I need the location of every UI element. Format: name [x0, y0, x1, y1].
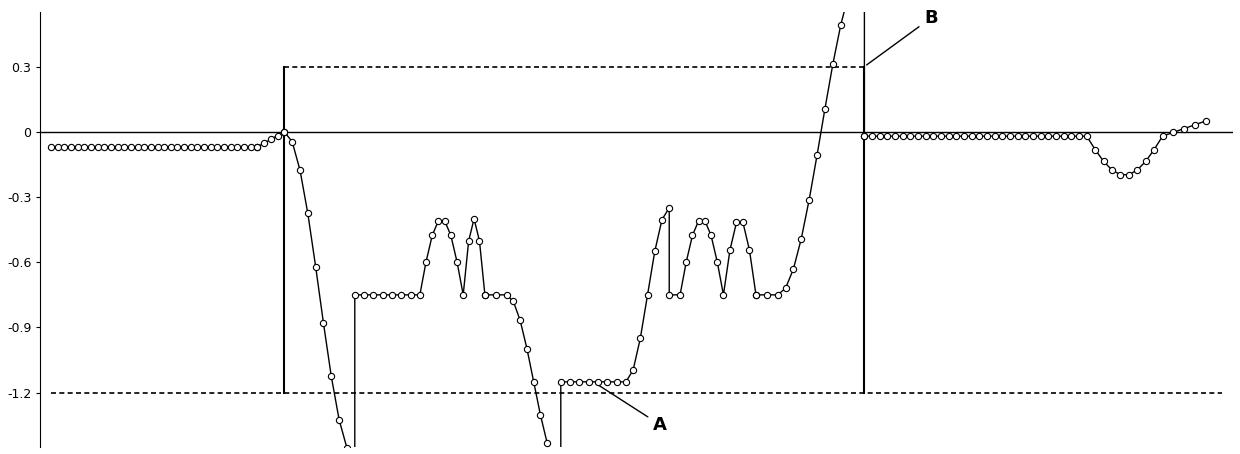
Text: A: A	[595, 383, 667, 434]
Text: B: B	[867, 9, 937, 65]
